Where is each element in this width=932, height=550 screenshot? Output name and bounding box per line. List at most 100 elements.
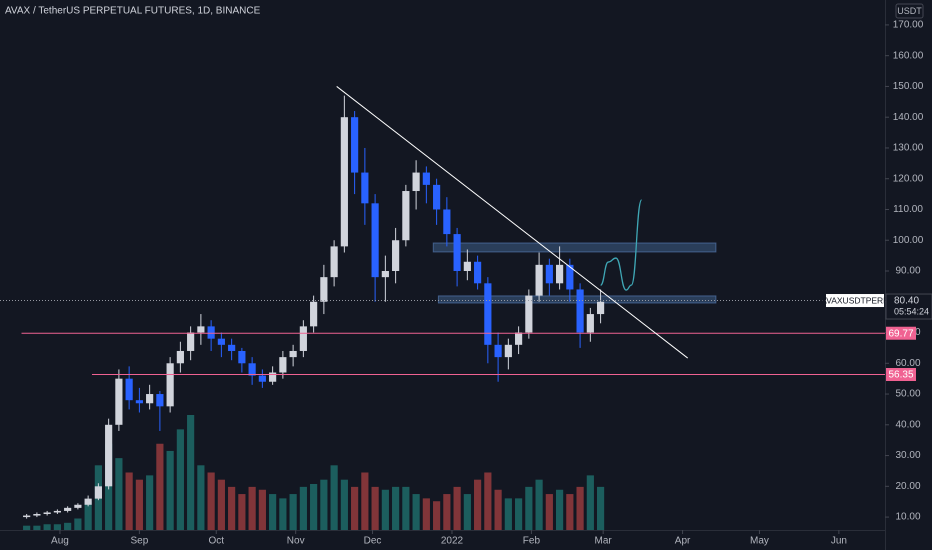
y-tick-label: 130.00 (893, 143, 924, 154)
price-label: 80.40 (894, 296, 919, 307)
candle-body (299, 326, 307, 351)
candle-body (166, 363, 174, 407)
x-tick-label: Sep (130, 536, 148, 547)
candle-body (474, 261, 482, 284)
candle-body (586, 314, 594, 333)
volume-bar (340, 479, 348, 530)
currency-label: USDT (897, 6, 922, 16)
candle-body (433, 184, 441, 210)
volume-bar (351, 486, 359, 530)
candle-body (176, 350, 184, 364)
candle-body (351, 117, 359, 173)
volume-bar (443, 494, 451, 530)
volume-bar (576, 486, 584, 530)
level-label: 56.35 (888, 370, 913, 381)
candle-body (269, 372, 277, 382)
y-tick-label: 160.00 (893, 50, 924, 61)
candle-body (504, 344, 512, 358)
candle-body (279, 357, 287, 373)
x-tick-label: Oct (208, 536, 224, 547)
volume-bar (433, 501, 441, 530)
y-tick-label: 170.00 (893, 20, 924, 31)
volume-bar (474, 479, 482, 530)
volume-bar (504, 498, 512, 530)
x-tick-label: Nov (287, 536, 305, 547)
candle-body (125, 378, 133, 401)
volume-bar (23, 525, 31, 530)
volume-bar (228, 486, 236, 530)
candle-body (320, 277, 328, 302)
projection-path (599, 199, 643, 291)
x-tick-label: Mar (595, 536, 613, 547)
candle-body (156, 394, 164, 407)
candle-body (484, 283, 492, 345)
candle-body (556, 264, 564, 284)
volume-bar (176, 429, 184, 530)
candle-body (135, 400, 143, 404)
zone (432, 242, 717, 253)
volume-bar (597, 486, 605, 530)
candle-body (289, 350, 297, 358)
volume-bar (545, 494, 553, 530)
countdown-label: 05:54:24 (894, 306, 929, 316)
volume-bar (238, 494, 246, 530)
y-tick-label: 20.00 (895, 481, 920, 492)
candle-body (310, 301, 318, 327)
candle-body (402, 191, 410, 241)
volume-bar (187, 415, 195, 530)
price-box (885, 293, 932, 320)
candle-body (545, 264, 553, 284)
volume-bar (330, 465, 338, 530)
candle-body (463, 261, 471, 271)
level-label-box (886, 326, 916, 340)
candle-body (43, 512, 51, 515)
x-tick-label: Aug (51, 536, 69, 547)
volume-bar (494, 489, 502, 530)
volume-bar (484, 472, 492, 530)
volume-bar (115, 458, 123, 530)
x-tick-label: 2022 (441, 536, 464, 547)
volume-bar (217, 479, 225, 530)
candle-body (258, 375, 266, 382)
volume-bar (74, 518, 82, 530)
volume-bar (156, 443, 164, 530)
volume-bar (515, 498, 523, 530)
candle-body (33, 514, 41, 516)
x-tick-label: Apr (675, 536, 691, 547)
y-tick-label: 110.00 (893, 204, 923, 215)
y-tick-label: 100.00 (893, 235, 924, 246)
volume-bar (43, 524, 51, 530)
candle-body (535, 264, 543, 296)
volume-bar (53, 524, 61, 530)
volume-bar (463, 494, 471, 530)
volume-bar (412, 494, 420, 530)
volume-bar (310, 484, 318, 530)
candle-body (217, 338, 225, 345)
candle-body (197, 326, 205, 333)
y-tick-label: 150.00 (893, 81, 924, 92)
candle-body (361, 172, 369, 204)
volume-bar (166, 450, 174, 530)
volume-bar (269, 494, 277, 530)
candle-body (53, 510, 61, 513)
volume-bar (146, 475, 154, 530)
volume-bar (299, 486, 307, 530)
volume-bar (535, 479, 543, 530)
volume-bar (84, 501, 92, 530)
y-tick-label: 40.00 (895, 419, 920, 430)
volume-bar (135, 479, 143, 530)
volume-bar (402, 486, 410, 530)
candle-body (23, 515, 31, 518)
volume-bar (371, 486, 379, 530)
volume-bar (289, 494, 297, 530)
volume-bar (248, 486, 256, 530)
x-tick-label: May (750, 536, 769, 547)
volume-bar (361, 472, 369, 530)
candle-body (105, 424, 113, 487)
volume-bar (320, 479, 328, 530)
candle-body (248, 363, 256, 376)
volume-bar (392, 486, 400, 530)
chart-title: AVAX / TetherUS PERPETUAL FUTURES, 1D, B… (5, 6, 261, 17)
